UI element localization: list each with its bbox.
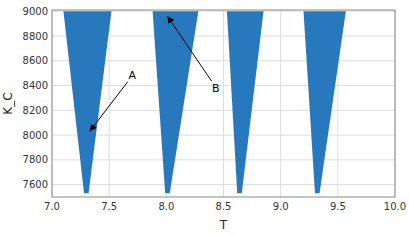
- grid-line: [52, 110, 395, 111]
- tick-label: 7.0: [44, 201, 60, 212]
- plot-frame: [52, 10, 395, 197]
- regions: [63, 11, 345, 193]
- tick-label: 8600: [23, 55, 48, 66]
- grid-line: [280, 10, 281, 197]
- annotation-text: A: [129, 69, 137, 82]
- grid-line: [52, 135, 395, 136]
- region: [227, 11, 264, 193]
- tick-label: 7600: [23, 179, 48, 190]
- annotation-arrow: [90, 82, 128, 132]
- tick-label: 8000: [23, 130, 48, 141]
- annotation-text: B: [212, 82, 220, 95]
- x-axis-label: T: [219, 218, 228, 232]
- grid-line: [52, 159, 395, 160]
- grid-line: [109, 10, 110, 197]
- tick-label: 7800: [23, 154, 48, 165]
- tick-label: 8400: [23, 80, 48, 91]
- region: [63, 11, 111, 193]
- tick-label: 8.0: [158, 201, 174, 212]
- grid: [52, 10, 395, 197]
- grid-line: [52, 184, 395, 185]
- grid-line: [52, 85, 395, 86]
- tick-label: 10.0: [384, 201, 406, 212]
- tick-label: 8200: [23, 105, 48, 116]
- tick-label: 8.5: [216, 201, 232, 212]
- region: [153, 11, 199, 193]
- tick-label: 9.0: [273, 201, 289, 212]
- y-axis-label: K_C: [1, 92, 15, 114]
- tick-label: 9000: [23, 6, 48, 17]
- region: [304, 11, 346, 193]
- grid-line: [223, 10, 224, 197]
- tick-label: 8800: [23, 31, 48, 42]
- chart: 7.0 7.5 8.0 8.5 9.0 9.5 10.0 7600 7800 8000 8200 84…: [0, 0, 409, 235]
- tick-label: 9.5: [330, 201, 346, 212]
- annotation-arrow: [167, 16, 211, 81]
- tick-label: 7.5: [101, 201, 117, 212]
